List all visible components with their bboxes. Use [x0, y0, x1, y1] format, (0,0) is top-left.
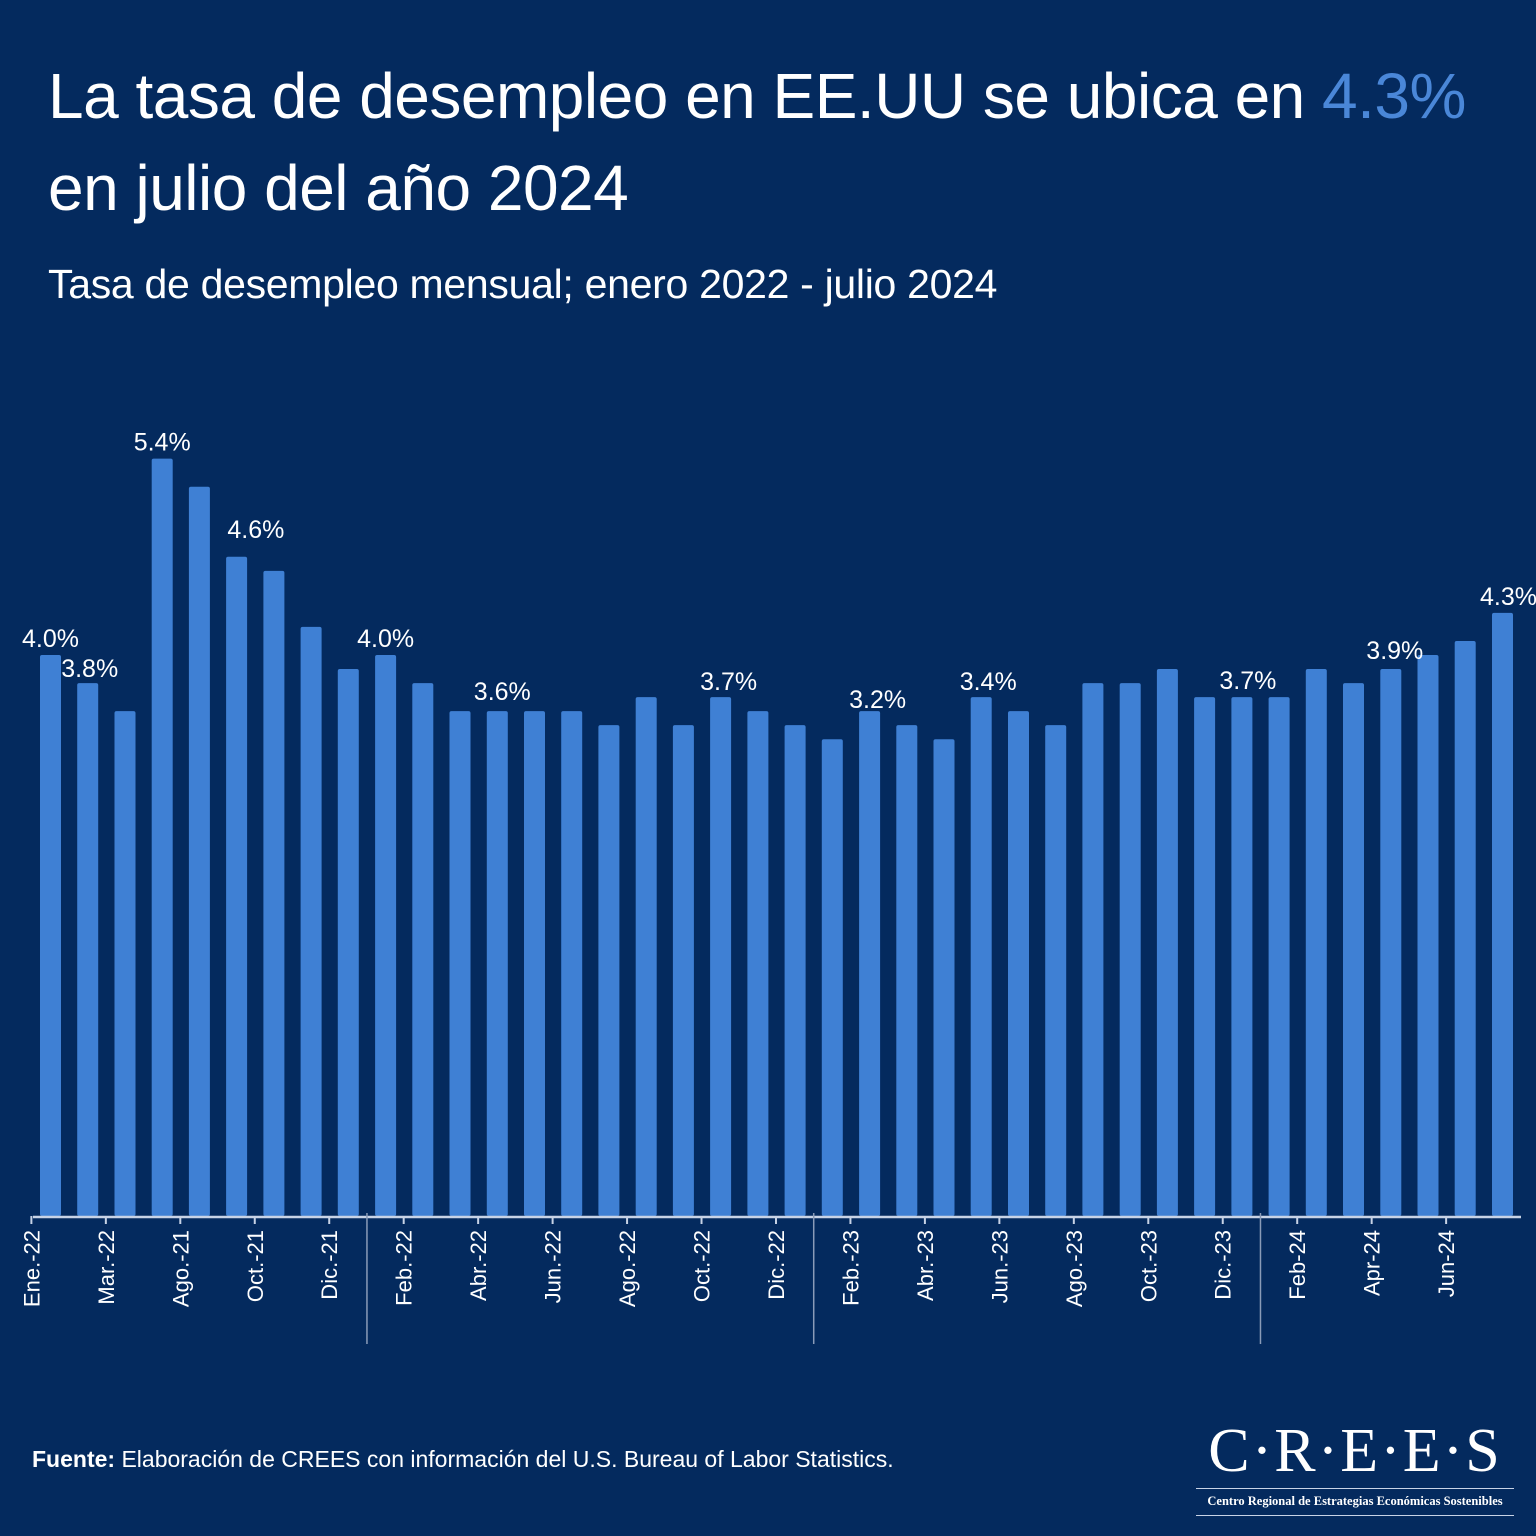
- bar: [300, 626, 322, 1216]
- x-tick-label: Abr.-22: [466, 1230, 491, 1301]
- chart-title: La tasa de desempleo en EE.UU se ubica e…: [48, 50, 1508, 234]
- x-tick-label: Jun.-23: [987, 1230, 1012, 1303]
- bar: [672, 725, 694, 1216]
- bar: [1231, 697, 1253, 1216]
- x-tick-label: Jun.-22: [541, 1230, 566, 1303]
- x-tick-label: Ago.-22: [615, 1230, 640, 1307]
- bar: [1417, 655, 1439, 1216]
- title-text-line2: en julio del año 2024: [48, 152, 629, 224]
- logo-divider-top: [1196, 1488, 1514, 1489]
- source-note: Fuente: Elaboración de CREES con informa…: [32, 1444, 894, 1474]
- x-tick-label: Oct.-22: [690, 1230, 715, 1302]
- data-label: 3.7%: [1219, 667, 1276, 695]
- title-text: La tasa de desempleo en EE.UU se ubica e…: [48, 60, 1323, 132]
- crees-logo: C·R·E·E·S Centro Regional de Estrategias…: [1196, 1420, 1514, 1520]
- bar: [1008, 711, 1029, 1216]
- data-label: 4.0%: [22, 625, 79, 653]
- x-tick-label: Oct.-21: [243, 1230, 268, 1302]
- data-label: 5.4%: [134, 429, 191, 457]
- x-tick-label: Dic.-22: [764, 1230, 789, 1300]
- data-label: 3.6%: [474, 678, 531, 706]
- bar: [1045, 725, 1067, 1216]
- data-label: 3.7%: [700, 668, 757, 696]
- bar: [1082, 683, 1104, 1216]
- logo-subtitle: Centro Regional de Estrategias Económica…: [1207, 1494, 1503, 1508]
- bar: [1492, 612, 1513, 1216]
- bar: [747, 711, 769, 1216]
- x-tick-label: Dic.-21: [317, 1230, 342, 1300]
- bar: [1343, 683, 1364, 1216]
- bar: [1454, 641, 1476, 1216]
- bar: [486, 711, 508, 1216]
- x-tick-label: Feb.-23: [838, 1230, 863, 1306]
- x-tick-label: Abr.-23: [913, 1230, 938, 1301]
- bar: [263, 570, 285, 1216]
- bar: [561, 711, 583, 1216]
- bar: [859, 711, 881, 1216]
- x-tick-label: Ago.-21: [168, 1230, 193, 1307]
- bar: [375, 655, 397, 1216]
- bar: [1156, 669, 1178, 1216]
- x-tick-label: Feb.-22: [392, 1230, 417, 1306]
- bar: [226, 556, 248, 1216]
- bar: [1119, 683, 1141, 1216]
- bar: [1305, 669, 1327, 1216]
- bar: [1380, 669, 1402, 1216]
- bar: [896, 725, 918, 1216]
- bar: [1194, 697, 1216, 1216]
- source-label: Fuente:: [32, 1446, 116, 1472]
- logo-wordmark: C·R·E·E·S: [1208, 1417, 1502, 1485]
- bar: [40, 655, 61, 1216]
- x-tick-label: Apr-24: [1360, 1230, 1385, 1296]
- bar: [114, 711, 136, 1216]
- data-label: 3.9%: [1366, 637, 1423, 665]
- bar: [151, 458, 173, 1217]
- bar: [635, 697, 657, 1216]
- bar: [1268, 697, 1290, 1216]
- bar: [337, 669, 359, 1216]
- data-label: 4.3%: [1480, 583, 1536, 611]
- x-tick-label: Mar.-22: [94, 1230, 119, 1305]
- x-tick-label: Feb-24: [1285, 1230, 1310, 1300]
- bar: [598, 725, 620, 1216]
- x-tick-label: Oct.-23: [1136, 1230, 1161, 1302]
- data-label: 3.4%: [960, 668, 1017, 696]
- x-tick-label: Ago.-23: [1062, 1230, 1087, 1307]
- title-highlight-value: 4.3%: [1322, 60, 1466, 132]
- bar: [449, 711, 471, 1216]
- x-tick-label: Jun-24: [1434, 1230, 1459, 1297]
- bar: [524, 711, 545, 1216]
- bar: [933, 739, 955, 1216]
- bar: [784, 725, 806, 1216]
- bar: [412, 683, 434, 1216]
- bar: [710, 697, 732, 1216]
- bar: [188, 486, 210, 1216]
- logo-divider-bottom: [1196, 1515, 1514, 1516]
- bar: [970, 697, 992, 1216]
- bar: [821, 739, 843, 1216]
- data-label: 4.6%: [227, 516, 284, 544]
- data-label: 4.0%: [357, 625, 414, 653]
- chart-subtitle: Tasa de desempleo mensual; enero 2022 - …: [48, 261, 998, 307]
- source-text: Elaboración de CREES con información del…: [115, 1446, 894, 1472]
- x-tick-label: Ene.-22: [19, 1230, 44, 1307]
- bar: [77, 683, 99, 1216]
- x-tick-label: Dic.-23: [1211, 1230, 1236, 1300]
- data-label: 3.2%: [849, 686, 906, 714]
- data-label: 3.8%: [61, 655, 118, 683]
